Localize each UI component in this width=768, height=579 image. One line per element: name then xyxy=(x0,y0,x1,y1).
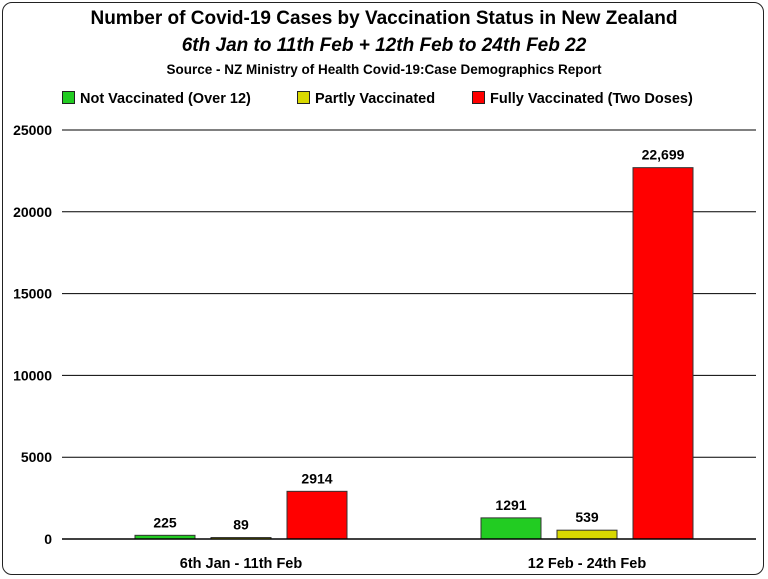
legend-swatch-not-vaccinated xyxy=(62,91,75,104)
y-tick-label: 10000 xyxy=(13,367,52,383)
data-label: 22,699 xyxy=(642,147,685,163)
y-tick-label: 0 xyxy=(44,531,52,547)
data-label: 539 xyxy=(575,509,599,525)
legend-item-not-vaccinated: Not Vaccinated (Over 12) xyxy=(62,91,251,107)
legend-label-not-vaccinated: Not Vaccinated (Over 12) xyxy=(80,91,251,107)
x-category-label: 6th Jan - 11th Feb xyxy=(180,556,303,572)
x-category-label: 12 Feb - 24th Feb xyxy=(528,556,647,572)
legend-label-partly-vaccinated: Partly Vaccinated xyxy=(315,91,436,107)
data-label: 225 xyxy=(153,514,177,530)
legend-swatch-partly-vaccinated xyxy=(297,91,310,104)
y-tick-label: 5000 xyxy=(21,449,52,465)
bar xyxy=(286,490,348,540)
data-label: 89 xyxy=(233,517,249,533)
y-tick-label: 15000 xyxy=(13,286,52,302)
legend-item-fully-vaccinated: Fully Vaccinated (Two Doses) xyxy=(472,91,693,107)
bar xyxy=(480,517,542,540)
legend-item-partly-vaccinated: Partly Vaccinated xyxy=(297,91,435,107)
bar xyxy=(632,167,694,540)
legend: Not Vaccinated (Over 12) Partly Vaccinat… xyxy=(0,91,768,111)
chart-subtitle: 6th Jan to 11th Feb + 12th Feb to 24th F… xyxy=(181,35,587,56)
chart-source: Source - NZ Ministry of Health Covid-19:… xyxy=(166,62,602,77)
legend-label-fully-vaccinated: Fully Vaccinated (Two Doses) xyxy=(490,91,693,107)
data-label: 1291 xyxy=(495,497,526,513)
chart-title: Number of Covid-19 Cases by Vaccination … xyxy=(90,8,678,29)
data-label: 2914 xyxy=(301,470,332,486)
y-tick-label: 25000 xyxy=(13,122,52,138)
legend-swatch-fully-vaccinated xyxy=(472,91,485,104)
y-tick-label: 20000 xyxy=(13,204,52,220)
bar xyxy=(556,529,618,540)
